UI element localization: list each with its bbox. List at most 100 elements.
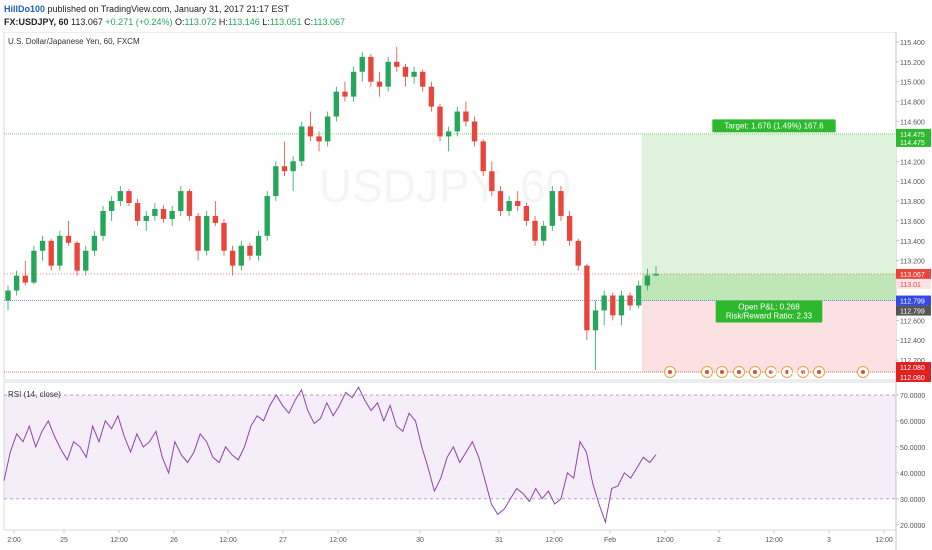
candle-body — [109, 201, 115, 211]
candle — [558, 186, 564, 221]
candle — [186, 189, 193, 221]
candle — [463, 101, 469, 127]
candle-body — [558, 191, 564, 216]
candle-body — [523, 206, 530, 221]
candle-body — [610, 295, 616, 316]
high-value: 113.146 — [227, 17, 260, 27]
quote-line: FX:USDJPY, 60 113.067 +0.271 (+0.24%) O:… — [4, 17, 345, 27]
price-tick-label: 114.200 — [900, 159, 925, 166]
time-tick-label: 12:00 — [656, 537, 674, 544]
candle-body — [385, 61, 391, 87]
candle-body — [532, 220, 538, 241]
candle-body — [515, 201, 521, 206]
candle-body — [437, 106, 443, 137]
time-tick-label: 26 — [170, 537, 178, 544]
rsi-band-fill — [4, 394, 896, 499]
candle — [489, 161, 495, 197]
event-marker-icon — [701, 366, 713, 378]
candle-body — [264, 196, 270, 236]
candle — [247, 242, 253, 261]
price-tick-label: 113.400 — [900, 239, 925, 246]
target-price-label: 114.475 — [900, 132, 925, 139]
candle — [437, 103, 443, 142]
event-marker-icon — [716, 366, 728, 378]
candle-body — [325, 116, 331, 142]
candle-body — [290, 161, 296, 172]
candle-body — [584, 265, 590, 331]
price-tick-label: 112.400 — [900, 338, 925, 345]
candle — [22, 260, 28, 286]
candle — [592, 300, 599, 371]
candle — [515, 191, 521, 211]
candle-body — [31, 250, 37, 283]
target-price-label-2: 114.475 — [900, 140, 925, 147]
candle — [221, 218, 227, 256]
time-tick-label: 27 — [279, 537, 287, 544]
candle-body — [229, 250, 236, 266]
candle — [541, 220, 547, 246]
close-value: 113.067 — [313, 17, 346, 27]
candle-body — [195, 215, 201, 251]
entry-price-label-bg — [896, 295, 931, 306]
author-link[interactable]: HillDo100 — [4, 4, 46, 14]
price-tick-label: 113.600 — [900, 219, 925, 226]
candle — [109, 196, 115, 221]
open-value: 113.072 — [184, 17, 217, 27]
time-tick-label: 3 — [827, 537, 831, 544]
stop-label: ...19 (0.64%) ... — [764, 370, 812, 377]
open-pnl-zone — [642, 273, 896, 301]
candle — [178, 186, 184, 216]
candle — [117, 186, 123, 206]
candle — [420, 69, 426, 92]
candle — [532, 215, 538, 246]
candle-body — [13, 275, 20, 291]
candle-body — [247, 245, 253, 256]
candle — [212, 201, 219, 226]
countdown-label-bg — [896, 278, 931, 289]
time-tick-label: 12:00 — [765, 537, 783, 544]
target-label-text: Target: 1.676 (1.49%) 167.6 — [724, 121, 824, 130]
candle — [627, 292, 633, 311]
candle-body — [350, 71, 357, 97]
candle-body — [100, 210, 106, 236]
chart-title: U.S. Dollar/Japanese Yen, 60, FXCM — [8, 37, 140, 46]
candle — [411, 66, 417, 84]
event-marker-icon — [664, 366, 676, 378]
candle — [290, 156, 296, 192]
candle — [31, 245, 37, 285]
candle-body — [221, 222, 227, 251]
target-price-label-bg — [896, 128, 931, 139]
candle — [506, 196, 512, 216]
price-tick-label: 113.200 — [900, 259, 925, 266]
candle — [376, 71, 383, 97]
candle-body — [454, 111, 460, 132]
candle-body — [117, 191, 123, 202]
candle-body — [342, 91, 348, 97]
price-chart[interactable]: USDJPY, 60 Target: 1.676 (1.49%) 167.6 Ope… — [0, 32, 932, 550]
rsi-tick-label: 60.0000 — [900, 419, 925, 426]
candle-body — [273, 166, 279, 197]
countdown-label: 113.01 — [900, 282, 921, 289]
candle — [454, 106, 460, 137]
pnl-label-text: Risk/Reward Ratio: 2.33 — [726, 312, 813, 321]
rsi-tick-label: 50.0000 — [900, 445, 925, 452]
low-value: 113.051 — [269, 17, 302, 27]
candle — [402, 63, 409, 87]
stop-price-label: 112.080 — [900, 365, 925, 372]
price-tick-label: 113.800 — [900, 199, 925, 206]
candle — [575, 238, 581, 271]
candle-body — [592, 310, 599, 331]
change-value: +0.271 (+0.24%) — [105, 17, 173, 27]
event-marker-icon — [733, 366, 745, 378]
event-marker-icon — [797, 366, 809, 378]
candle-body — [212, 215, 219, 223]
entry-price-label: 112.799 — [900, 299, 925, 306]
target-price-label-2-bg — [896, 136, 931, 147]
time-tick-label: 25 — [60, 537, 68, 544]
candle — [65, 220, 72, 246]
candle — [325, 111, 331, 147]
event-marker-icon — [749, 366, 761, 378]
candle — [653, 266, 659, 276]
candle — [618, 290, 625, 326]
